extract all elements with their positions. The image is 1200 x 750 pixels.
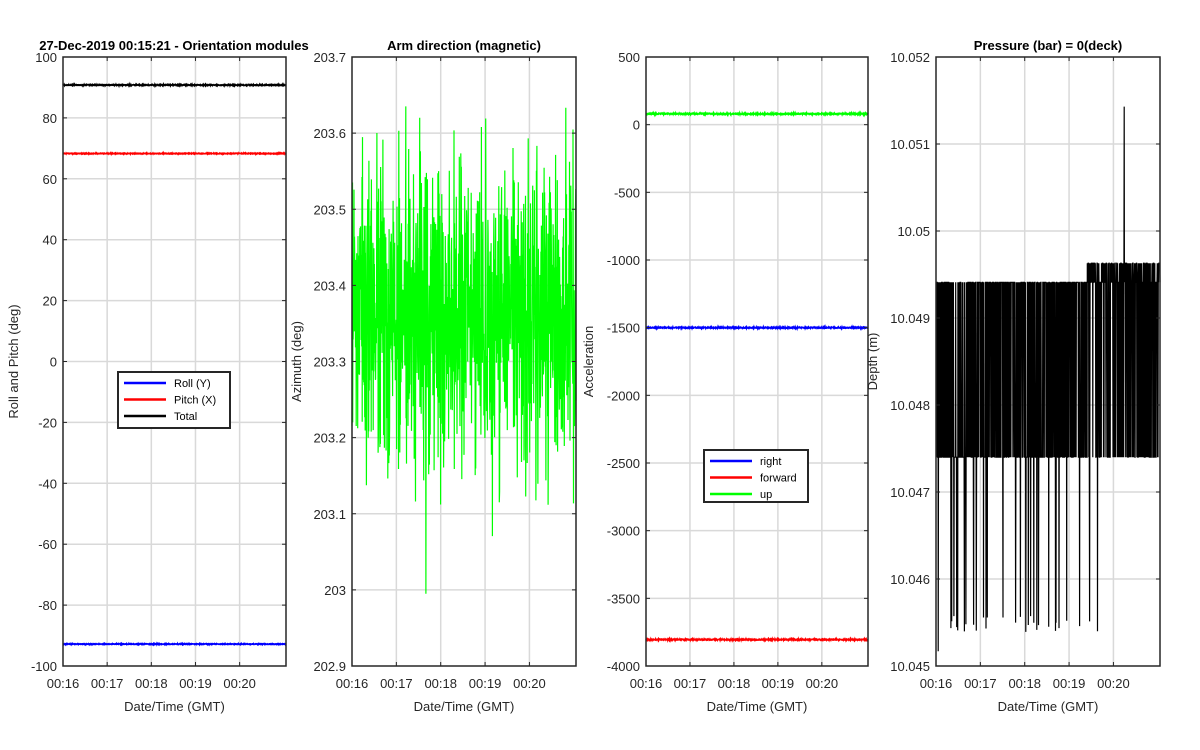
y-tick-label: 0 <box>633 118 640 133</box>
y-tick-label: 10.052 <box>890 50 930 65</box>
y-tick-label: -60 <box>38 537 57 552</box>
y-tick-label: 203.3 <box>313 355 346 370</box>
y-tick-label: 0 <box>50 355 57 370</box>
y-tick-label: -3000 <box>607 524 640 539</box>
y-axis-label: Azimuth (deg) <box>289 321 304 402</box>
y-axis-label: Depth (m) <box>865 333 880 391</box>
series-line-total <box>62 81 287 89</box>
y-axis-label: Roll and Pitch (deg) <box>6 304 21 418</box>
x-tick-label: 00:20 <box>223 676 256 691</box>
legend-label: Roll (Y) <box>174 378 211 390</box>
y-tick-label: 500 <box>618 50 640 65</box>
y-tick-label: 10.045 <box>890 659 930 674</box>
axes-box <box>645 56 869 667</box>
x-tick-label: 00:17 <box>674 676 707 691</box>
y-tick-label: 203.4 <box>313 278 346 293</box>
chart-title: Arm direction (magnetic) <box>387 38 541 53</box>
x-tick-label: 00:17 <box>964 676 997 691</box>
y-tick-label: 60 <box>43 172 57 187</box>
x-tick-label: 00:20 <box>513 676 546 691</box>
y-tick-label: -2500 <box>607 456 640 471</box>
chart-panel-4: 10.052 10.051 10.05 10.049 10.048 10.047 10.04… <box>865 38 1161 714</box>
legend: Roll (Y) Pitch (X) Total <box>117 371 231 429</box>
y-tick-label: 203 <box>324 583 346 598</box>
y-tick-label: 20 <box>43 294 57 309</box>
x-axis-label: Date/Time (GMT) <box>998 699 1099 714</box>
y-tick-label: -20 <box>38 415 57 430</box>
x-tick-label: 00:18 <box>1008 676 1041 691</box>
x-axis-label: Date/Time (GMT) <box>707 699 808 714</box>
chart-panel-1: 100 80 60 40 20 0 -20 -40 -60 -80 -100 00:16 00:17 00… <box>6 38 309 714</box>
y-tick-label: 10.05 <box>897 224 930 239</box>
axes-box <box>935 56 1161 667</box>
legend-label: up <box>760 489 772 501</box>
y-tick-label: -500 <box>614 185 640 200</box>
y-tick-label: -4000 <box>607 659 640 674</box>
y-tick-label: 203.1 <box>313 507 346 522</box>
x-tick-label: 00:16 <box>47 676 80 691</box>
x-tick-label: 00:20 <box>806 676 839 691</box>
legend-label: Total <box>174 411 197 423</box>
y-tick-label: -3500 <box>607 591 640 606</box>
chart-panel-2: 203.7 203.6 203.5 203.4 203.3 203.2 203.1 203 20… <box>289 38 577 714</box>
series-line-right <box>645 324 869 332</box>
x-tick-label: 00:18 <box>718 676 751 691</box>
x-tick-label: 00:17 <box>91 676 124 691</box>
y-tick-label: 10.047 <box>890 485 930 500</box>
legend-label: right <box>760 456 781 468</box>
y-tick-label: 40 <box>43 233 57 248</box>
x-tick-label: 00:20 <box>1097 676 1130 691</box>
y-tick-label: -1500 <box>607 321 640 336</box>
legend-label: forward <box>760 473 797 485</box>
chart-title: Pressure (bar) = 0(deck) <box>974 38 1122 53</box>
y-tick-label: 10.049 <box>890 311 930 326</box>
y-tick-label: -2000 <box>607 388 640 403</box>
y-tick-label: -40 <box>38 476 57 491</box>
series-line-panel2 <box>351 106 577 594</box>
y-tick-label: 10.046 <box>890 572 930 587</box>
y-axis-label: Acceleration <box>581 326 596 398</box>
series-line-forward <box>645 635 869 643</box>
x-axis-label: Date/Time (GMT) <box>414 699 515 714</box>
y-tick-label: -100 <box>31 659 57 674</box>
x-tick-label: 00:17 <box>380 676 413 691</box>
y-tick-label: 80 <box>43 111 57 126</box>
x-tick-label: 00:16 <box>630 676 663 691</box>
chart-panel-3: 500 0 -500 -1000 -1500 -2000 -2500 -3000 -3500 -4… <box>581 50 869 714</box>
y-tick-label: 202.9 <box>313 659 346 674</box>
y-tick-label: -1000 <box>607 253 640 268</box>
series-line-up <box>645 110 869 118</box>
y-tick-label: 203.7 <box>313 50 346 65</box>
chart-title: 27-Dec-2019 00:15:21 - Orientation modul… <box>39 38 309 53</box>
x-tick-label: 00:16 <box>920 676 953 691</box>
y-tick-label: 203.2 <box>313 431 346 446</box>
y-tick-label: 203.6 <box>313 126 346 141</box>
y-tick-label: 10.048 <box>890 398 930 413</box>
x-axis-label: Date/Time (GMT) <box>124 699 225 714</box>
series-line-roll-y <box>62 641 287 647</box>
series-line-panel4 <box>935 106 1161 652</box>
x-tick-label: 00:18 <box>424 676 457 691</box>
series-line-pitch-x <box>62 150 287 157</box>
x-tick-label: 00:19 <box>1053 676 1086 691</box>
x-tick-label: 00:19 <box>469 676 502 691</box>
x-tick-label: 00:16 <box>336 676 369 691</box>
y-tick-label: 100 <box>35 50 57 65</box>
legend-label: Pitch (X) <box>174 395 216 407</box>
y-tick-label: 10.051 <box>890 137 930 152</box>
legend: right forward up <box>703 449 809 503</box>
y-tick-label: 203.5 <box>313 202 346 217</box>
x-tick-label: 00:18 <box>135 676 168 691</box>
y-tick-label: -80 <box>38 598 57 613</box>
x-tick-label: 00:19 <box>762 676 795 691</box>
x-tick-label: 00:19 <box>179 676 212 691</box>
